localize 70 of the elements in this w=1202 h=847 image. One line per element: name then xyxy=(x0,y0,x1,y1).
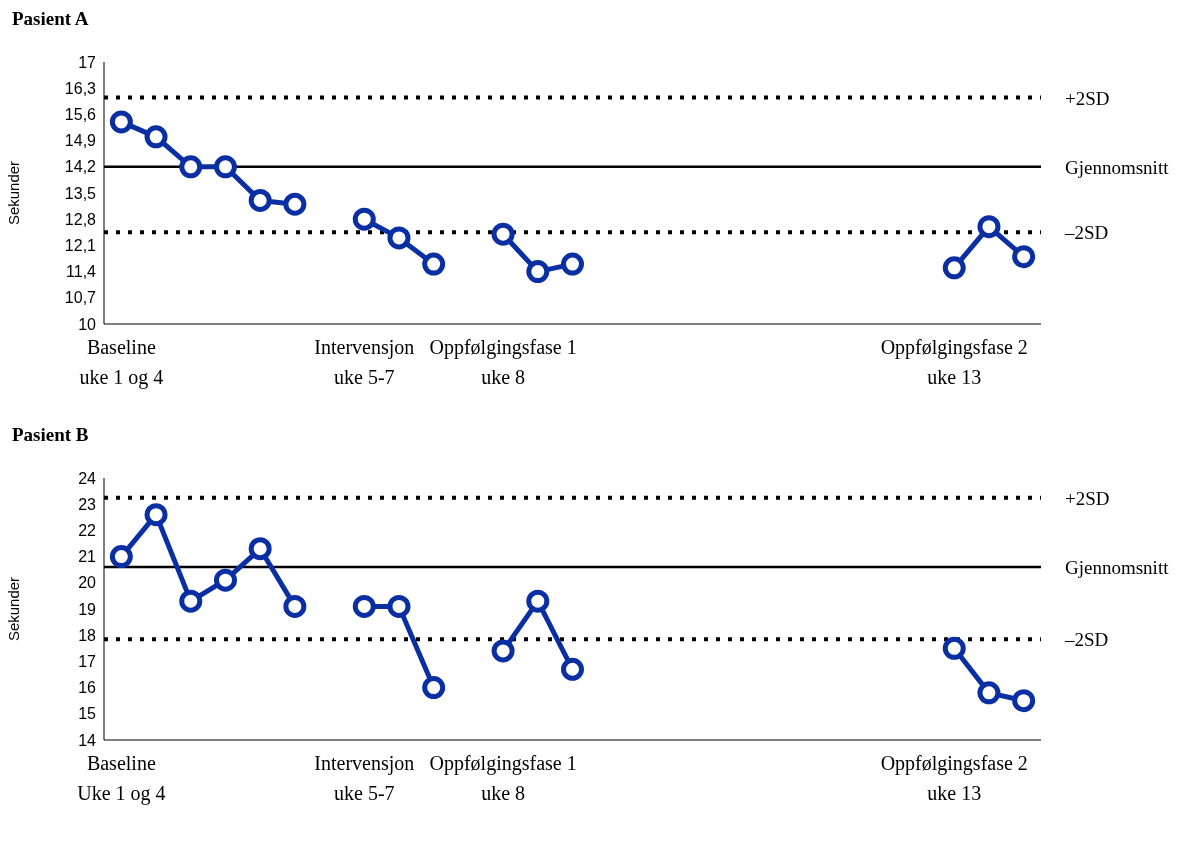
y-tick-label: 17 xyxy=(78,53,97,71)
x-tick-label: Baseline Uke 1 og 4 xyxy=(77,752,166,805)
point xyxy=(977,215,1001,239)
x-tick-label: Intervensjon uke 5-7 xyxy=(314,336,415,388)
y-tick-label: 10,7 xyxy=(64,289,97,307)
point xyxy=(422,676,446,700)
y-tick-label: 15 xyxy=(78,705,97,723)
point xyxy=(387,594,411,618)
ref-line-label: +2SD xyxy=(1065,487,1110,509)
x-tick-label: Oppfølgingsfase 1 uke 8 xyxy=(429,752,577,804)
point xyxy=(561,657,584,681)
point xyxy=(179,155,203,179)
ref-line-label: Gjennomsnitt xyxy=(1065,156,1170,178)
point xyxy=(561,252,584,276)
x-tick-label: Oppfølgingsfase 1 uke 8 xyxy=(429,336,577,388)
y-tick-label: 20 xyxy=(78,574,97,592)
y-axis-title: Sekunder xyxy=(5,160,23,226)
y-tick-label: 22 xyxy=(78,522,97,540)
y-tick-label: 16,3 xyxy=(64,79,97,97)
ref-line-label: –2SD xyxy=(1064,629,1109,651)
y-tick-label: 14,9 xyxy=(64,132,97,150)
point xyxy=(422,252,446,276)
y-tick-label: 12,1 xyxy=(64,237,97,255)
y-axis-title: Sekunder xyxy=(5,576,23,642)
y-tick-label: 24 xyxy=(78,469,97,487)
x-tick-label: Oppfølgingsfase 2 uke 13 xyxy=(880,752,1028,804)
y-tick-label: 18 xyxy=(78,626,97,644)
chart-title: Pasient A xyxy=(11,8,90,31)
y-tick-label: 14 xyxy=(78,731,97,749)
y-tick-label: 16 xyxy=(78,679,97,697)
ref-line-label: +2SD xyxy=(1065,87,1110,109)
point xyxy=(387,226,411,250)
point xyxy=(283,192,307,216)
y-tick-label: 17 xyxy=(78,653,97,671)
y-tick-label: 11,4 xyxy=(66,263,97,281)
point xyxy=(1012,689,1036,713)
point xyxy=(942,256,966,280)
point xyxy=(942,636,966,660)
y-tick-label: 19 xyxy=(78,600,97,618)
ref-line-label: Gjennomsnitt xyxy=(1065,557,1170,579)
point xyxy=(109,110,133,134)
x-tick-label: Oppfølgingsfase 2 uke 13 xyxy=(880,336,1028,388)
point xyxy=(144,125,168,149)
y-tick-label: 13,5 xyxy=(64,184,97,202)
point xyxy=(1012,245,1036,269)
point xyxy=(144,503,168,527)
point xyxy=(977,681,1001,705)
point xyxy=(248,188,272,212)
y-tick-label: 21 xyxy=(78,548,97,566)
point xyxy=(352,207,376,231)
point xyxy=(213,155,237,179)
chart-title: Pasient B xyxy=(11,424,90,447)
point xyxy=(179,589,203,613)
point xyxy=(526,589,550,613)
ref-line-label: –2SD xyxy=(1064,222,1109,244)
y-tick-label: 12,8 xyxy=(64,210,97,228)
point xyxy=(109,545,133,569)
point xyxy=(491,639,515,663)
y-tick-label: 15,6 xyxy=(64,106,97,124)
point xyxy=(491,222,515,246)
point xyxy=(526,260,550,284)
point xyxy=(213,568,237,592)
point xyxy=(352,594,376,618)
x-tick-label: Baseline uke 1 og 4 xyxy=(79,336,164,389)
y-tick-label: 23 xyxy=(78,495,97,513)
point xyxy=(283,594,307,618)
y-tick-label: 10 xyxy=(78,315,97,333)
point xyxy=(248,537,272,561)
y-tick-label: 14,2 xyxy=(64,158,97,176)
x-tick-label: Intervensjon uke 5-7 xyxy=(314,752,415,804)
